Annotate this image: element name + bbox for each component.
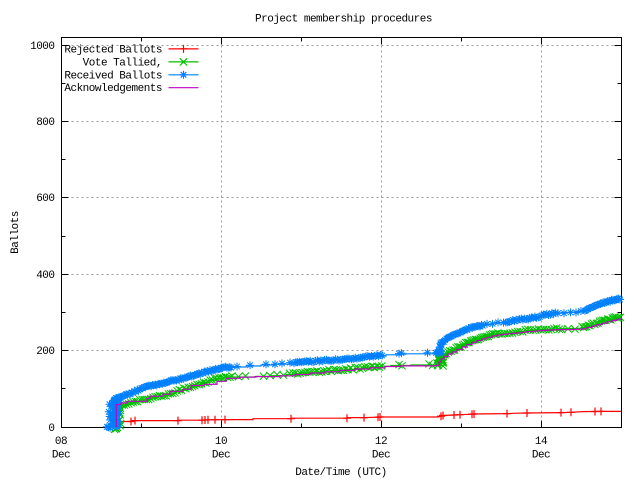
svg-text:200: 200 xyxy=(36,346,54,358)
svg-text:400: 400 xyxy=(36,270,54,282)
svg-text:Acknowledgements: Acknowledgements xyxy=(64,83,162,95)
svg-text:14: 14 xyxy=(535,436,548,448)
svg-text:600: 600 xyxy=(36,193,54,205)
svg-text:Dec: Dec xyxy=(212,450,230,462)
svg-text:Dec: Dec xyxy=(532,450,550,462)
svg-text:08: 08 xyxy=(55,436,67,448)
svg-text:Date/Time (UTC): Date/Time (UTC) xyxy=(295,467,387,479)
svg-text:Vote Tallied,: Vote Tallied, xyxy=(83,57,162,69)
svg-text:Project membership procedures: Project membership procedures xyxy=(255,14,432,26)
svg-text:Received Ballots: Received Ballots xyxy=(64,70,162,82)
svg-text:10: 10 xyxy=(215,436,227,448)
svg-text:Ballots: Ballots xyxy=(10,211,22,254)
svg-text:Rejected Ballots: Rejected Ballots xyxy=(64,44,162,56)
svg-text:1000: 1000 xyxy=(30,41,54,53)
svg-text:Dec: Dec xyxy=(372,450,390,462)
svg-text:800: 800 xyxy=(36,117,54,129)
svg-text:Dec: Dec xyxy=(52,450,70,462)
svg-text:12: 12 xyxy=(375,436,387,448)
svg-text:0: 0 xyxy=(48,423,54,435)
